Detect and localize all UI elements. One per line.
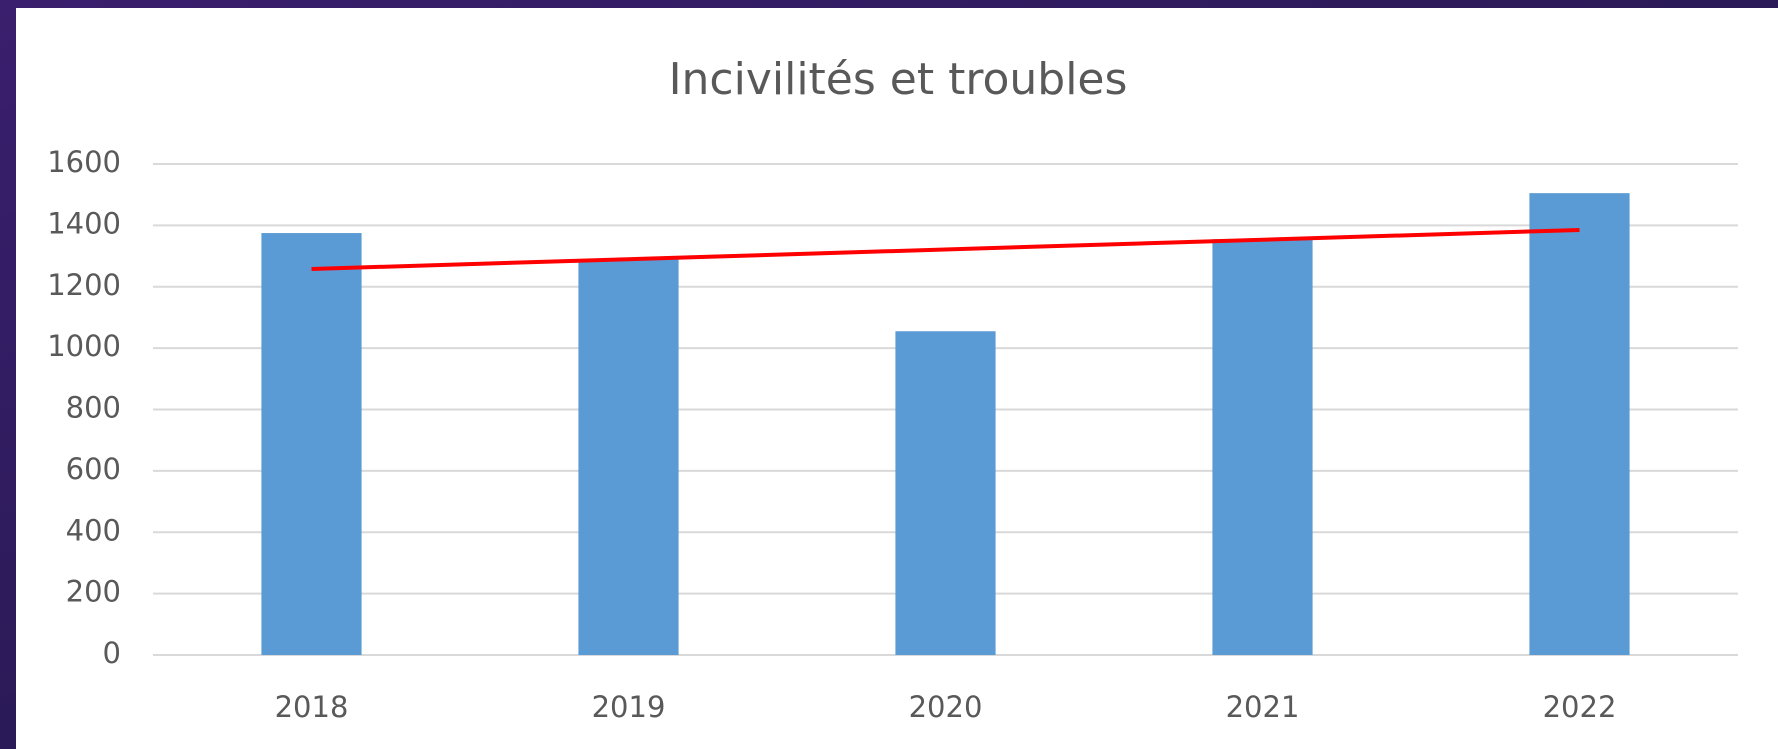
x-tick-label: 2018 bbox=[275, 690, 349, 724]
y-tick-label: 1200 bbox=[47, 268, 121, 302]
bar bbox=[1212, 239, 1313, 655]
bar bbox=[578, 259, 679, 655]
trendline bbox=[311, 227, 1580, 271]
chart-title: Incivilités et troubles bbox=[669, 54, 1128, 105]
bar bbox=[895, 331, 996, 655]
y-tick-label: 400 bbox=[66, 513, 121, 547]
bar bbox=[261, 233, 362, 655]
x-tick-label: 2022 bbox=[1543, 690, 1617, 724]
y-tick-label: 1400 bbox=[47, 206, 121, 240]
bar bbox=[1529, 193, 1630, 655]
y-tick-label: 1000 bbox=[47, 329, 121, 363]
y-tick-label: 1600 bbox=[47, 145, 121, 179]
y-tick-label: 600 bbox=[66, 452, 121, 486]
x-tick-label: 2019 bbox=[592, 690, 666, 724]
y-tick-label: 800 bbox=[66, 391, 121, 425]
y-tick-label: 200 bbox=[66, 575, 121, 609]
x-tick-label: 2021 bbox=[1226, 690, 1300, 724]
x-tick-label: 2020 bbox=[909, 690, 983, 724]
y-tick-label: 0 bbox=[103, 636, 121, 670]
